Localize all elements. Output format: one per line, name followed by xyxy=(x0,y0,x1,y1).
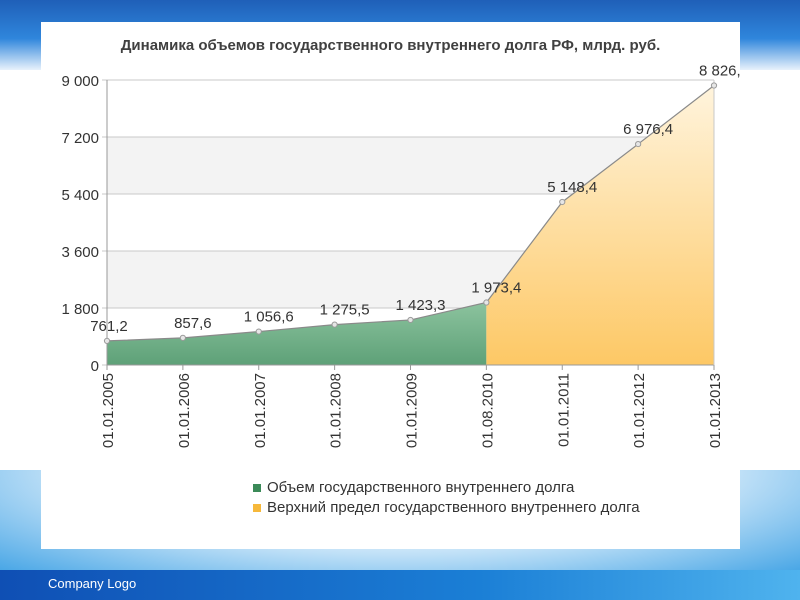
x-tick-label: 01.01.2005 xyxy=(100,373,117,448)
data-label: 5 148,4 xyxy=(547,179,597,196)
y-tick-label: 5 400 xyxy=(61,187,99,204)
data-label: 1 275,5 xyxy=(320,302,370,319)
chart-panel: Динамика объемов государственного внутре… xyxy=(41,22,740,549)
y-tick-label: 0 xyxy=(91,358,99,375)
data-label: 6 976,4 xyxy=(623,121,673,138)
data-label: 761,2 xyxy=(90,318,128,335)
data-point xyxy=(407,316,414,324)
footer-text: Company Logo xyxy=(48,576,137,591)
x-tick-label: 01.01.2009 xyxy=(404,373,421,448)
data-label: 857,6 xyxy=(174,315,212,332)
data-point xyxy=(559,198,566,206)
legend-swatch-volume xyxy=(253,484,261,492)
plot-area: 0 1 800 3 600 5 400 7 200 9 000 761,2 01.01.200… xyxy=(61,63,740,449)
legend-item-limit: Верхний предел государственного внутренн… xyxy=(253,498,707,518)
x-tick-label: 01.01.2007 xyxy=(252,373,269,448)
legend-swatch-limit xyxy=(253,504,261,512)
legend: Объем государственного внутреннего долга… xyxy=(253,478,707,518)
data-point xyxy=(103,337,111,344)
x-tick-label: 01.01.2011 xyxy=(555,373,572,447)
y-tick-label: 9 000 xyxy=(61,73,99,90)
x-tick-label: 01.01.2013 xyxy=(707,373,724,448)
y-tick-label: 3 600 xyxy=(61,244,99,261)
plot-band xyxy=(107,80,714,137)
data-point xyxy=(179,334,186,341)
data-point xyxy=(483,299,490,306)
x-tick-label: 01.01.2006 xyxy=(176,373,193,448)
area-volume xyxy=(107,302,487,365)
data-point xyxy=(255,328,262,335)
data-label: 1 423,3 xyxy=(395,297,445,314)
y-tick-label: 7 200 xyxy=(61,130,99,147)
x-tick-label: 01.01.2008 xyxy=(328,373,345,448)
data-label: 8 826,3 xyxy=(699,63,740,80)
legend-label-volume: Объем государственного внутреннего долга xyxy=(267,479,575,496)
area-upper-limit xyxy=(486,85,714,366)
data-label: 1 973,4 xyxy=(471,280,521,297)
chart-svg: 0 1 800 3 600 5 400 7 200 9 000 761,2 01.01.200… xyxy=(61,63,740,449)
legend-item-volume: Объем государственного внутреннего долга xyxy=(253,478,707,498)
chart-title: Динамика объемов государственного внутре… xyxy=(120,37,661,54)
data-point xyxy=(710,82,718,89)
legend-label-limit: Верхний предел государственного внутренн… xyxy=(267,499,640,516)
x-tick-label: 01.01.2012 xyxy=(631,373,648,448)
data-point xyxy=(635,140,642,148)
data-label: 1 056,6 xyxy=(244,309,294,326)
footer-bar: Company Logo xyxy=(0,570,800,600)
y-tick-label: 1 800 xyxy=(61,301,99,318)
data-point xyxy=(331,321,338,328)
x-tick-label: 01.08.2010 xyxy=(479,373,496,448)
